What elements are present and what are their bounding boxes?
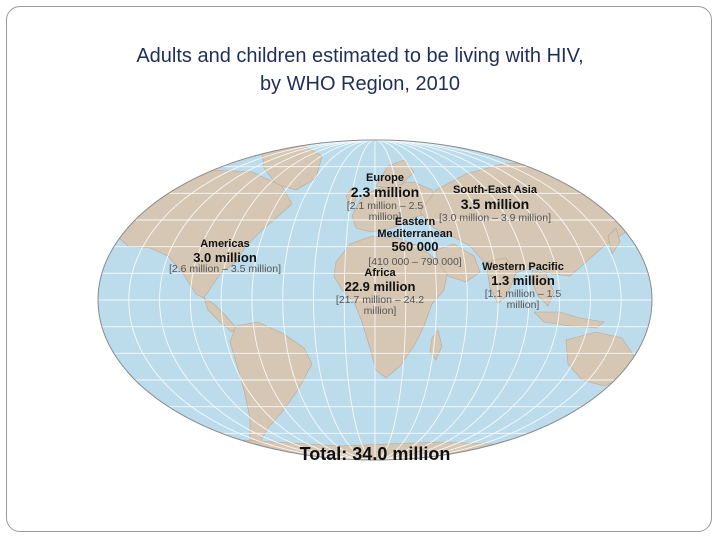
graticule-meridian: [128, 140, 622, 460]
total-label: Total: 34.0 million: [299, 444, 451, 464]
region-name: Africa: [364, 267, 396, 279]
region-name: Europe: [366, 172, 404, 184]
region-value: 2.3 million: [350, 183, 420, 200]
region-range: [2.6 million – 3.5 million]: [168, 263, 282, 276]
map-title: Adults and children estimated to be livi…: [40, 42, 680, 98]
region-name: Western Pacific: [482, 261, 564, 273]
globe-outline: [97, 139, 653, 461]
land-arabia: [435, 243, 481, 283]
region-value: 1.3 million: [491, 272, 555, 288]
region-value: 3.5 million: [460, 195, 530, 212]
graticule-meridian: [251, 140, 499, 460]
region-range: [410 000 – 790 000]: [368, 255, 462, 268]
label-europe: Europe 2.3 million [2.1 million – 2.5 mi…: [330, 172, 440, 224]
graticule-meridian: [282, 140, 468, 460]
land-india: [485, 257, 517, 305]
region-value: 22.9 million: [344, 278, 416, 294]
land-japan: [607, 227, 621, 255]
land-new-zealand: [639, 375, 649, 401]
region-name: Eastern Mediterranean: [377, 216, 453, 240]
land-africa: [333, 235, 449, 379]
label-western-pacific: Western Pacific 1.3 million [1.1 million…: [470, 261, 576, 312]
region-range: [3.0 million – 3.9 million]: [438, 212, 552, 225]
land-se-asia: [531, 269, 555, 307]
label-south-east-asia: South-East Asia 3.5 million [3.0 million…: [420, 184, 570, 225]
land-indonesia: [533, 311, 605, 329]
region-value: 560 000: [391, 239, 439, 255]
land-central-america: [203, 297, 237, 333]
region-name: Americas: [200, 238, 250, 250]
graticule-meridian: [312, 140, 438, 460]
region-value: 3.0 million: [193, 249, 257, 265]
graticule-meridian: [343, 140, 407, 460]
title-line-2: by WHO Region, 2010: [259, 73, 461, 95]
label-americas: Americas 3.0 million [2.6 million – 3.5 …: [150, 238, 300, 276]
region-range: [21.7 million – 24.2 million]: [335, 294, 425, 318]
graticule-meridian: [159, 140, 591, 460]
region-range: [1.1 million – 1.5 million]: [484, 288, 562, 312]
graticule-meridian: [189, 140, 561, 460]
region-range: [2.1 million – 2.5 million]: [346, 200, 424, 224]
region-name: South-East Asia: [453, 184, 537, 196]
title-line-1: Adults and children estimated to be livi…: [136, 45, 584, 67]
label-africa: Africa 22.9 million [21.7 million – 24.2…: [320, 267, 440, 318]
graticule-meridian: [220, 140, 530, 460]
label-eastern-mediterranean: Eastern Mediterranean 560 000 [410 000 –…: [355, 216, 475, 268]
land-north-america: [111, 169, 293, 299]
